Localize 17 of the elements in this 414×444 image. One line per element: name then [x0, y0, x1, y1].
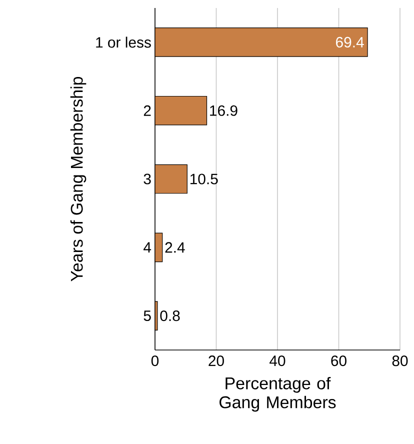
- y-tick-label: 5: [144, 310, 151, 322]
- y-axis-title: Years of Gang Membership: [70, 76, 86, 282]
- y-tick-label: 1 or less: [96, 36, 151, 48]
- data-label: 2.4: [165, 242, 185, 253]
- x-tick-label: 0: [151, 356, 159, 366]
- data-label: 0.8: [160, 310, 180, 322]
- data-label: 16.9: [210, 105, 238, 116]
- x-tick-label: 60: [331, 356, 346, 366]
- x-tick-label: 40: [270, 356, 286, 366]
- y-tick-label: 3: [144, 174, 151, 184]
- data-label: 69.4: [336, 36, 364, 48]
- data-label: 10.5: [190, 174, 218, 184]
- x-tick-label: 20: [208, 356, 224, 366]
- y-tick-label: 4: [144, 242, 152, 253]
- y-tick-label: 2: [144, 105, 151, 116]
- x-tick-label: 80: [392, 356, 408, 366]
- x-axis-title: Percentage of Gang Members: [220, 376, 336, 412]
